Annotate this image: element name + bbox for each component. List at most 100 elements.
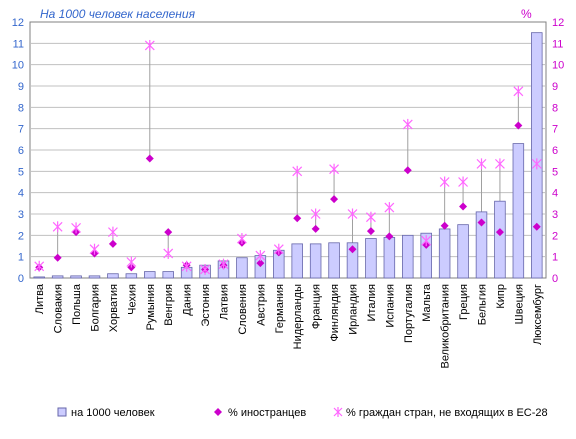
bar xyxy=(438,228,451,279)
x-tick-label: Словакия xyxy=(53,284,65,333)
x-tick-label: Португалия xyxy=(403,284,415,343)
y-tick-right: 0 xyxy=(552,273,558,285)
bar xyxy=(512,143,525,279)
bar xyxy=(291,243,303,279)
x-tick-label: Румыния xyxy=(145,284,157,330)
marker-non-eu xyxy=(218,258,229,270)
marker-non-eu xyxy=(495,158,505,170)
marker-non-eu xyxy=(458,176,468,188)
marker-foreigners xyxy=(256,259,265,268)
y-tick-left: 5 xyxy=(18,166,24,178)
marker-foreigners xyxy=(164,228,173,237)
legend-label-foreigners: % иностранцев xyxy=(228,407,306,419)
marker-non-eu xyxy=(421,235,432,247)
y-tick-right: 3 xyxy=(552,209,558,221)
marker-foreigners xyxy=(532,222,541,231)
y-tick-right: 6 xyxy=(552,145,558,157)
marker-non-eu xyxy=(292,165,303,177)
marker-foreigners xyxy=(495,228,504,237)
bar xyxy=(125,273,138,279)
bar xyxy=(531,32,543,279)
x-tick-label: Франция xyxy=(311,284,323,329)
marker-non-eu xyxy=(71,222,81,234)
marker-foreigners xyxy=(330,195,339,204)
marker-foreigners xyxy=(385,232,394,241)
marker-non-eu xyxy=(126,256,137,268)
marker-non-eu xyxy=(531,158,542,170)
y-tick-left: 9 xyxy=(18,81,24,93)
x-tick-label: Германия xyxy=(274,284,286,333)
marker-non-eu xyxy=(476,158,487,170)
marker-non-eu xyxy=(273,243,284,255)
marker-non-eu xyxy=(439,176,450,188)
legend-marker-asterisk xyxy=(333,407,343,417)
bar xyxy=(51,275,64,279)
marker-non-eu xyxy=(347,208,358,220)
y-tick-right: 4 xyxy=(552,188,558,200)
x-tick-label: Бельгия xyxy=(477,284,489,325)
bar xyxy=(402,234,414,279)
x-tick-label: Люксембург xyxy=(532,284,544,345)
bars xyxy=(33,32,543,279)
marker-non-eu xyxy=(181,260,192,272)
x-tick-label: Кипр xyxy=(495,284,507,309)
bar xyxy=(365,238,377,279)
range-connectors xyxy=(38,45,538,268)
bar xyxy=(309,243,322,279)
marker-foreigners xyxy=(477,218,486,227)
x-tick-label: Болгария xyxy=(90,284,102,332)
y-tick-right: 8 xyxy=(552,102,558,114)
legend-swatch-bars xyxy=(57,407,67,417)
marker-non-eu xyxy=(34,260,45,272)
x-tick-label: Словения xyxy=(237,284,249,335)
y-axis-right-label: % xyxy=(521,7,532,21)
y-tick-left: 11 xyxy=(13,38,24,50)
y-tick-right: 11 xyxy=(552,38,563,50)
bar xyxy=(70,275,82,279)
x-tick-label: Эстония xyxy=(200,284,212,327)
x-tick-label: Финляндия xyxy=(329,284,341,342)
legend: на 1000 человек % иностранцев % граждан … xyxy=(57,407,548,419)
marker-foreigners xyxy=(293,214,302,223)
marker-non-eu xyxy=(89,243,100,255)
x-tick-label: Ирландия xyxy=(348,284,360,335)
x-tick-label: Хорватия xyxy=(108,284,120,332)
marker-foreigners xyxy=(311,224,320,233)
marker-non-eu xyxy=(329,163,339,175)
y-tick-left: 10 xyxy=(12,60,24,72)
marker-non-eu xyxy=(384,202,395,214)
legend-item-bars: на 1000 человек xyxy=(57,407,155,419)
y-tick-right: 2 xyxy=(552,230,558,242)
x-tick-label: Великобритания xyxy=(440,284,452,369)
bar xyxy=(494,200,506,279)
y-tick-right: 10 xyxy=(552,60,564,72)
y-tick-right: 7 xyxy=(552,124,558,136)
marker-non-eu xyxy=(513,85,524,97)
x-tick-label: Литва xyxy=(34,283,46,314)
bar xyxy=(144,271,156,279)
bar xyxy=(346,242,359,279)
y-axis-left-label: На 1000 человек населения xyxy=(40,7,196,21)
bar xyxy=(107,273,119,279)
y-tick-left: 2 xyxy=(18,230,24,242)
marker-non-eu xyxy=(163,247,174,259)
y-tick-left: 1 xyxy=(18,252,24,264)
marker-foreigners xyxy=(108,239,117,248)
y-tick-left: 4 xyxy=(18,188,24,200)
x-axis-categories: Литва Словакия Польша Болгария Хорватия Чехия… xyxy=(34,283,544,368)
x-tick-label: Швеция xyxy=(513,284,525,324)
bar xyxy=(88,275,101,279)
marker-foreigners xyxy=(459,202,468,211)
bar xyxy=(383,237,396,279)
x-tick-label: Венгрия xyxy=(163,284,175,326)
marker-non-eu xyxy=(144,39,155,51)
marker-foreigners xyxy=(403,166,412,175)
y-tick-left: 12 xyxy=(12,17,24,29)
marker-non-eu xyxy=(108,226,118,238)
x-tick-label: Латвия xyxy=(219,284,231,320)
marker-foreigners xyxy=(53,253,62,262)
markers xyxy=(34,39,542,275)
y-tick-left: 7 xyxy=(18,124,24,136)
legend-label-bars: на 1000 человек xyxy=(71,407,155,419)
